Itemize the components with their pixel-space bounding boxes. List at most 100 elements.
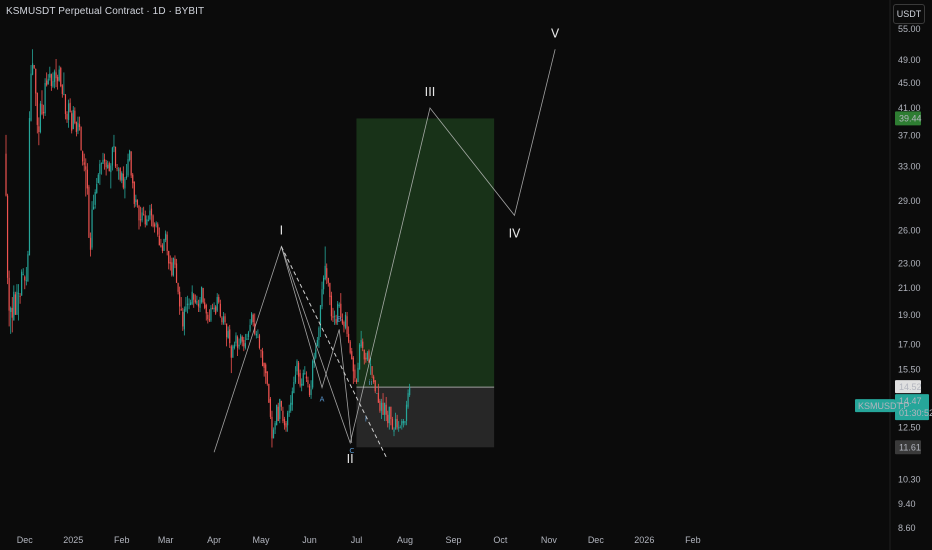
candle-body xyxy=(233,344,236,348)
candle-body xyxy=(175,263,178,283)
candle-body xyxy=(190,302,192,306)
candle-body xyxy=(138,205,140,221)
candle-body xyxy=(58,69,60,81)
candle-body xyxy=(215,306,217,314)
x-tick-label: May xyxy=(253,535,271,545)
candle-body xyxy=(377,393,379,403)
candle-body xyxy=(279,398,281,419)
candle-body xyxy=(60,67,62,86)
candle-body xyxy=(340,303,342,318)
candle-body xyxy=(143,214,145,216)
candle-body xyxy=(207,314,209,320)
candle-body xyxy=(19,295,21,298)
candle-body xyxy=(64,94,67,114)
candle-body xyxy=(193,294,195,300)
candle-body xyxy=(14,294,16,315)
candle-body xyxy=(67,103,70,121)
candle-body xyxy=(388,406,390,424)
price-badges: 39.44 14.52 14.47 01:30:52 KSMUSDT.P 11.… xyxy=(855,111,932,455)
candle-body xyxy=(405,404,408,422)
y-tick-label: 15.50 xyxy=(898,365,921,375)
wave-label: IV xyxy=(509,226,522,240)
candle-body xyxy=(174,258,176,265)
candle-body xyxy=(374,380,376,392)
entry-badge xyxy=(895,380,921,394)
candle-body xyxy=(133,181,135,204)
candle-body xyxy=(124,178,126,189)
candle-body xyxy=(341,319,343,324)
y-tick-label: 45.00 xyxy=(898,78,921,88)
candle-body xyxy=(31,63,34,75)
candle-body xyxy=(265,364,267,374)
candle-body xyxy=(227,330,229,339)
candle-body xyxy=(268,383,270,403)
wave-path xyxy=(213,49,556,453)
candle-body xyxy=(224,316,226,323)
candle-body xyxy=(107,164,109,169)
x-tick-label: Apr xyxy=(207,535,221,545)
candle-body xyxy=(324,265,326,280)
candle-body xyxy=(149,210,151,220)
last-price-badge xyxy=(895,394,929,421)
candle-body xyxy=(238,344,240,347)
candle-body xyxy=(16,291,18,315)
candle-body xyxy=(287,412,289,426)
candle-body xyxy=(82,151,84,162)
stop-zone xyxy=(356,387,495,448)
candle-body xyxy=(225,323,228,337)
countdown-label: 01:30:52 xyxy=(899,408,932,418)
candle-body xyxy=(283,418,286,426)
sub-wave-label: i xyxy=(365,415,367,423)
candle-body xyxy=(380,402,383,411)
candle-body xyxy=(160,245,162,247)
currency-button[interactable]: USDT xyxy=(893,4,925,24)
candle-body xyxy=(188,303,190,305)
candle-body xyxy=(53,71,56,82)
candle-body xyxy=(219,303,221,317)
sub-wave-label: C xyxy=(349,447,354,455)
stop-badge xyxy=(895,440,921,455)
candle-body xyxy=(180,309,182,311)
candle-body xyxy=(139,219,142,221)
candle-body xyxy=(94,192,96,205)
candle-body xyxy=(376,393,378,394)
candle-body xyxy=(200,286,203,303)
candle-body xyxy=(241,336,243,342)
candle-body xyxy=(288,410,290,413)
candle-body xyxy=(358,344,361,370)
candle-body xyxy=(344,314,347,328)
candle-body xyxy=(152,215,154,227)
candle-body xyxy=(27,254,29,282)
candle-body xyxy=(293,382,295,394)
candle-body xyxy=(136,200,139,205)
candle-body xyxy=(296,361,298,372)
candle-body xyxy=(399,427,401,429)
candle-body xyxy=(218,297,220,303)
candle-body xyxy=(272,429,275,439)
candle-body xyxy=(28,118,31,256)
candle-body xyxy=(246,338,248,341)
x-tick-label: Mar xyxy=(158,535,174,545)
candle-body xyxy=(157,224,159,235)
candle-body xyxy=(110,165,112,173)
candle-body xyxy=(172,257,175,276)
candle-body xyxy=(78,124,81,128)
candle-body xyxy=(169,262,171,264)
candle-body xyxy=(66,113,68,120)
candle-body xyxy=(155,223,157,225)
candle-body xyxy=(276,404,278,426)
y-tick-label: 21.00 xyxy=(898,283,921,293)
y-tick-label: 12.50 xyxy=(898,422,921,432)
candle-body xyxy=(355,380,358,383)
candle-body xyxy=(154,224,156,227)
candle-body xyxy=(88,186,90,238)
candle-body xyxy=(39,103,42,132)
wave-label: I xyxy=(280,223,284,237)
candle-body xyxy=(404,421,406,424)
candle-body xyxy=(229,329,231,344)
last-price-label: 14.47 xyxy=(899,396,922,406)
candle-body xyxy=(205,305,207,314)
x-tick-label: Jul xyxy=(351,535,363,545)
